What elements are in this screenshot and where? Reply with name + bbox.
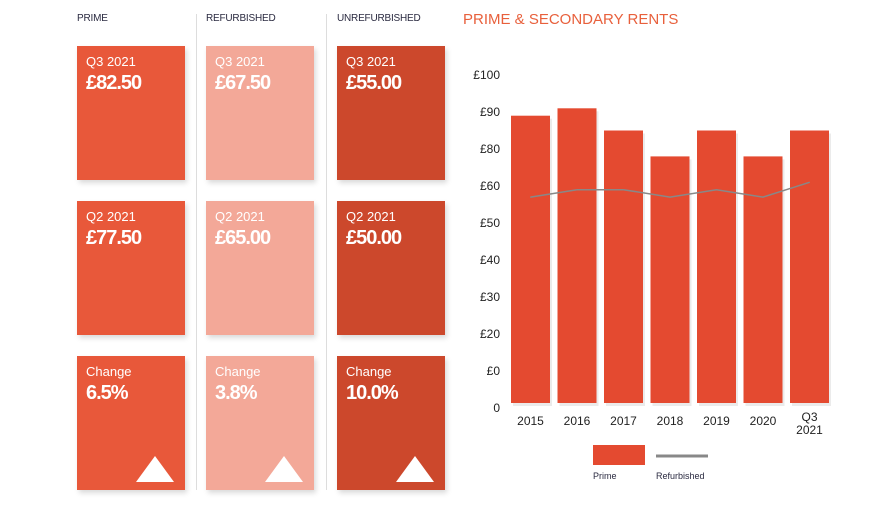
card-value: 3.8% bbox=[215, 382, 258, 404]
up-arrow-icon bbox=[136, 456, 174, 482]
rent-card: Q3 2021 £55.00 bbox=[337, 46, 445, 180]
card-label: Change bbox=[86, 364, 132, 379]
y-tick-label: £50 bbox=[480, 216, 500, 230]
column-divider bbox=[196, 14, 197, 490]
legend-label-refurbished: Refurbished bbox=[656, 471, 705, 481]
y-tick-label: £0 bbox=[487, 364, 501, 378]
rent-card: Change 10.0% bbox=[337, 356, 445, 490]
line-point bbox=[762, 196, 764, 198]
line-point bbox=[809, 181, 810, 183]
card-label: Q3 2021 bbox=[86, 54, 136, 69]
rent-card: Q3 2021 £67.50 bbox=[206, 46, 314, 180]
card-value: 6.5% bbox=[86, 382, 129, 404]
card-value: £67.50 bbox=[215, 72, 271, 94]
y-tick-label: £40 bbox=[480, 253, 500, 267]
column-header: REFURBISHED bbox=[206, 13, 276, 24]
card-label: Q2 2021 bbox=[346, 209, 396, 224]
card-label: Change bbox=[215, 364, 261, 379]
x-tick-label: Q3 2021 bbox=[796, 410, 823, 437]
up-arrow-icon bbox=[265, 456, 303, 482]
chart-title: PRIME & SECONDARY RENTS bbox=[463, 11, 679, 28]
card-value: £77.50 bbox=[86, 227, 142, 249]
legend-swatch-prime bbox=[593, 445, 645, 465]
card-label: Q2 2021 bbox=[215, 209, 265, 224]
y-tick-label: 0 bbox=[493, 401, 500, 415]
column-header: UNREFURBISHED bbox=[337, 13, 421, 24]
card-value: 10.0% bbox=[346, 382, 399, 404]
up-arrow-icon bbox=[396, 456, 434, 482]
card-value: £50.00 bbox=[346, 227, 402, 249]
line-point bbox=[576, 189, 578, 191]
y-tick-label: £20 bbox=[480, 327, 500, 341]
bar-prime bbox=[604, 130, 643, 403]
line-point bbox=[530, 196, 531, 198]
y-tick-label: £100 bbox=[473, 68, 500, 82]
rent-card: Q3 2021 £82.50 bbox=[77, 46, 185, 180]
card-value: £82.50 bbox=[86, 72, 142, 94]
rent-card: Q2 2021 £65.00 bbox=[206, 201, 314, 335]
x-tick-label: 2020 bbox=[750, 414, 777, 428]
y-tick-label: £30 bbox=[480, 290, 500, 304]
bar-prime bbox=[557, 108, 597, 404]
card-value: £65.00 bbox=[215, 227, 271, 249]
x-tick-label: 2016 bbox=[564, 414, 591, 428]
x-tick-label: 2015 bbox=[517, 414, 544, 428]
rent-card: Change 3.8% bbox=[206, 356, 314, 490]
line-point bbox=[669, 196, 671, 198]
rent-card: Q2 2021 £77.50 bbox=[77, 201, 185, 335]
y-tick-label: £80 bbox=[480, 142, 500, 156]
column-header: PRIME bbox=[77, 13, 108, 24]
legend-label-prime: Prime bbox=[593, 471, 617, 481]
x-tick-label: 2019 bbox=[703, 414, 730, 428]
bar-prime bbox=[650, 156, 690, 403]
column-divider bbox=[326, 14, 327, 490]
y-tick-label: £90 bbox=[480, 105, 500, 119]
rent-card: Q2 2021 £50.00 bbox=[337, 201, 445, 335]
card-value: £55.00 bbox=[346, 72, 402, 94]
card-label: Q3 2021 bbox=[346, 54, 396, 69]
card-label: Q2 2021 bbox=[86, 209, 136, 224]
x-tick-label: 2017 bbox=[610, 414, 637, 428]
line-point bbox=[623, 189, 624, 191]
x-tick-label: 2018 bbox=[657, 414, 684, 428]
card-label: Q3 2021 bbox=[215, 54, 265, 69]
bar-prime bbox=[511, 115, 550, 403]
bar-prime bbox=[697, 130, 736, 403]
y-tick-label: £60 bbox=[480, 179, 500, 193]
line-point bbox=[716, 189, 717, 191]
rent-card: Change 6.5% bbox=[77, 356, 185, 490]
card-label: Change bbox=[346, 364, 392, 379]
bar-prime bbox=[790, 130, 829, 403]
